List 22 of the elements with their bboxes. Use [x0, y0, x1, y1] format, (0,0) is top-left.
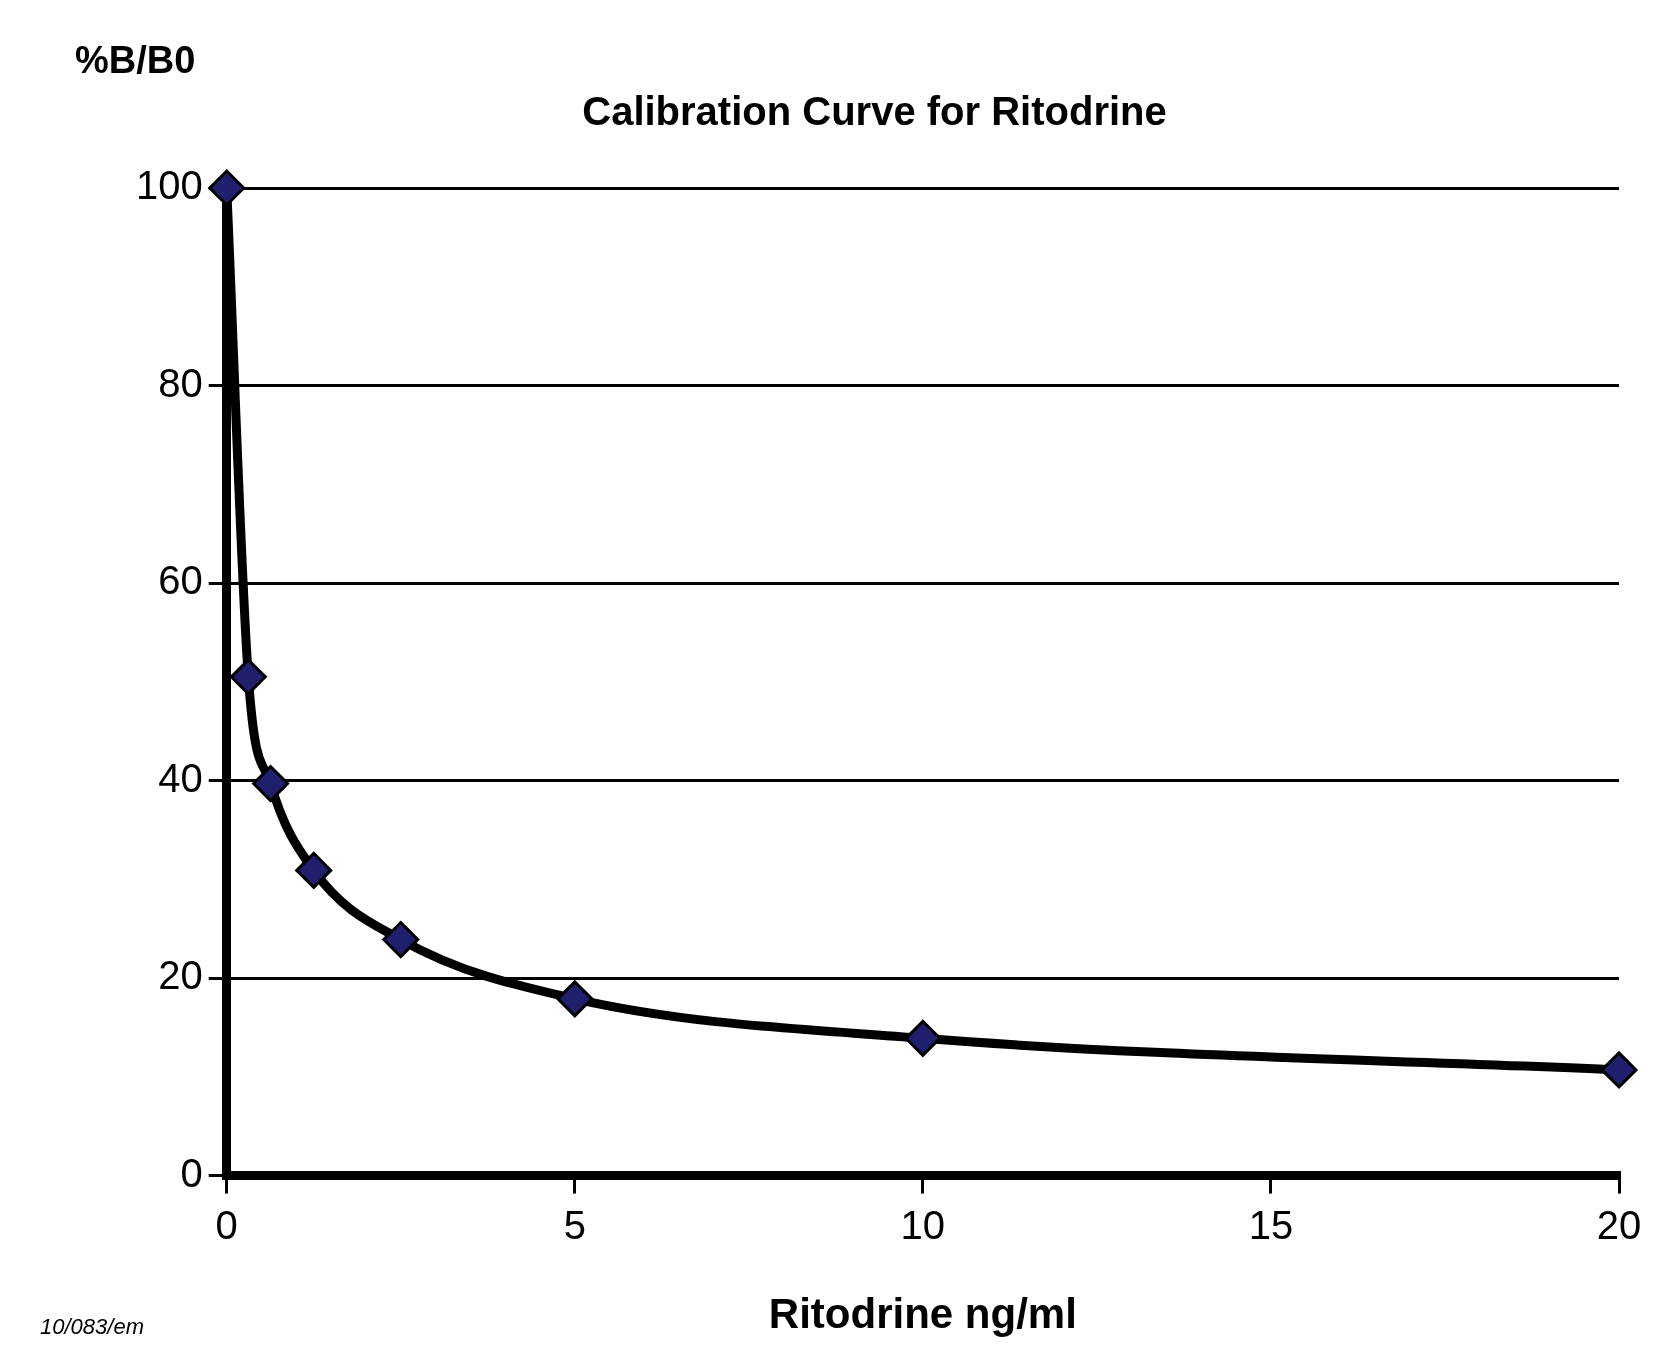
- y-tick-label: 60: [158, 558, 203, 603]
- chart-title: Calibration Curve for Ritodrine: [582, 89, 1167, 134]
- x-tick-label: 15: [1248, 1202, 1294, 1247]
- y-tick-label: 100: [135, 163, 203, 208]
- point: [1600, 1051, 1638, 1089]
- point: [556, 980, 594, 1018]
- text: 10/083/em: [40, 1314, 144, 1340]
- x-tick-label: 20: [1596, 1202, 1642, 1247]
- point: [252, 765, 290, 803]
- point: [295, 851, 333, 889]
- y-tick-label: 0: [180, 1150, 203, 1195]
- point: [904, 1019, 942, 1057]
- y-tick-label: 40: [158, 755, 203, 800]
- y-tick-label: 20: [158, 953, 203, 998]
- point: [229, 658, 267, 696]
- x-axis-title: Ritodrine ng/ml: [768, 1290, 1077, 1338]
- y-tick-label: 80: [158, 360, 203, 405]
- y-axis-title: %B/B0: [75, 39, 196, 82]
- x-tick-label: 10: [900, 1202, 946, 1247]
- x-tick-label: 5: [563, 1202, 586, 1247]
- x-tick-label: 0: [215, 1202, 238, 1247]
- point: [382, 921, 420, 959]
